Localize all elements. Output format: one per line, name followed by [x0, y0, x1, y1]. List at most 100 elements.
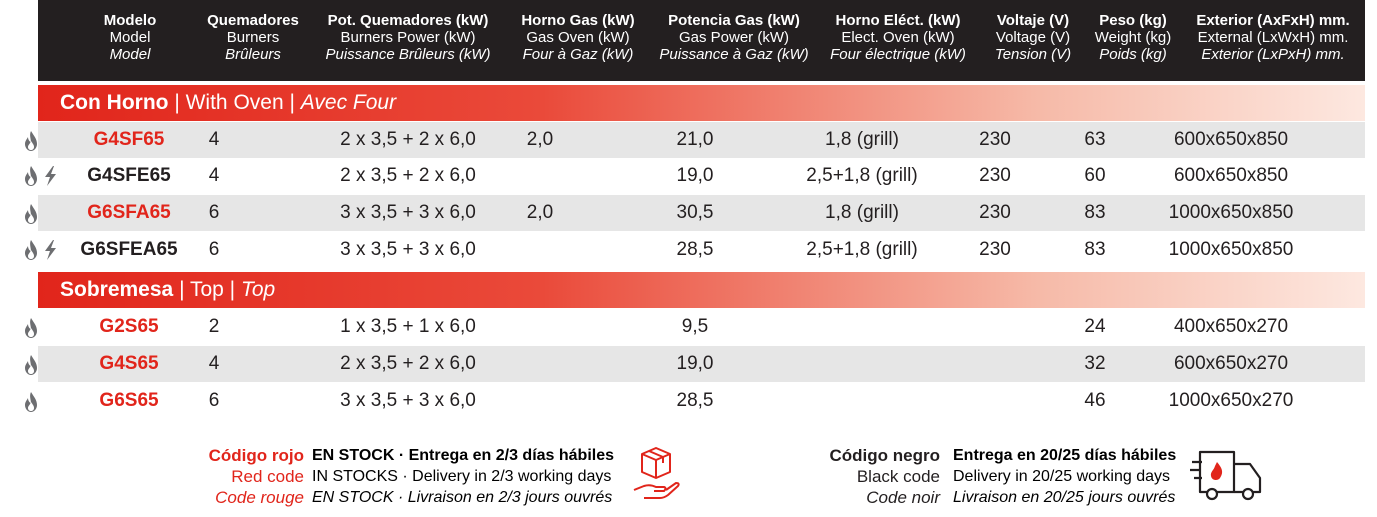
- table-row: G6SFEA65 6 3 x 3,5 + 3 x 6,0 28,5 2,5+1,8 (g…: [25, 232, 1365, 268]
- cell-burners: 6: [208, 390, 220, 411]
- header-exterior: Exterior (AxFxH) mm. External (LxWxH) mm.…: [1196, 12, 1350, 63]
- cell-voltage: 230: [979, 239, 1011, 260]
- cell-gas-power: 19,0: [676, 165, 714, 186]
- flame-icon: [25, 355, 37, 375]
- cell-gas-power: 28,5: [676, 390, 714, 411]
- flame-icon: [20, 129, 42, 151]
- cell-exterior: 600x650x850: [1173, 165, 1289, 186]
- cell-gas-power: 30,5: [676, 202, 714, 223]
- cell-exterior: 1000x650x850: [1168, 239, 1294, 260]
- legend-black-es: Código negro: [829, 446, 940, 465]
- flame-icon: [20, 316, 42, 338]
- legend-red-fr-text: EN STOCK · Livraison en 2/3 jours ouvrés: [312, 489, 613, 506]
- cell-gas-oven: 2,0: [526, 202, 554, 223]
- legend-black-en: Black code: [856, 467, 940, 486]
- cell-voltage: 230: [979, 202, 1011, 223]
- cell-elec-oven: 1,8 (grill): [825, 129, 899, 150]
- legend-black-en-text: Delivery in 20/25 working days: [953, 468, 1170, 485]
- cell-weight: 83: [1084, 202, 1106, 223]
- cell-burner-power: 3 x 3,5 + 3 x 6,0: [340, 239, 476, 260]
- cell-exterior: 600x650x270: [1173, 353, 1289, 374]
- flame-icon: [25, 204, 37, 224]
- cell-burners: 4: [208, 165, 220, 186]
- model-code: G2S65: [99, 316, 159, 337]
- cell-gas-power: 9,5: [681, 316, 709, 337]
- legend-red-es: Código rojo: [208, 446, 304, 465]
- legend-red-en-text: IN STOCKS · Delivery in 2/3 working days: [312, 468, 612, 485]
- cell-burners: 2: [208, 316, 220, 337]
- flame-icon: [25, 131, 37, 151]
- flame-icon: [20, 390, 42, 412]
- cell-gas-power: 21,0: [676, 129, 714, 150]
- cell-burner-power: 3 x 3,5 + 3 x 6,0: [340, 390, 476, 411]
- cell-weight: 63: [1084, 129, 1106, 150]
- cell-burners: 6: [208, 202, 220, 223]
- legend-red-fr: Code rouge: [215, 488, 304, 507]
- header-voltage: Voltaje (V) Voltage (V) Tension (V): [994, 12, 1072, 63]
- header-model: Modelo Model Model: [103, 12, 157, 63]
- flame-icon: [25, 240, 37, 260]
- cell-weight: 32: [1084, 353, 1106, 374]
- flame-icon: [25, 392, 37, 412]
- flame-icon: [25, 166, 37, 186]
- cell-weight: 60: [1084, 165, 1106, 186]
- table-row: G6SFA65 6 3 x 3,5 + 3 x 6,0 2,0 30,5 1,8 (gri…: [25, 195, 1365, 231]
- flame-icon: [20, 202, 42, 224]
- cell-exterior: 1000x650x270: [1168, 390, 1294, 411]
- cell-gas-power: 28,5: [676, 239, 714, 260]
- cell-burner-power: 2 x 3,5 + 2 x 6,0: [340, 353, 476, 374]
- section-top: Sobremesa | Top | Top: [38, 272, 1365, 308]
- flame-bolt-icon: [20, 165, 58, 187]
- cell-weight: 83: [1084, 239, 1106, 260]
- cell-weight: 24: [1084, 316, 1106, 337]
- header-gas-oven: Horno Gas (kW) Gas Oven (kW) Four à Gaz (k…: [521, 12, 635, 63]
- model-code: G6SFA65: [87, 202, 171, 223]
- cell-burners: 4: [208, 353, 220, 374]
- lightning-bolt-icon: [45, 166, 56, 186]
- cell-burner-power: 2 x 3,5 + 2 x 6,0: [340, 129, 476, 150]
- cell-burners: 6: [208, 239, 220, 260]
- section-with-oven: Con Horno | With Oven | Avec Four: [38, 85, 1365, 121]
- box-in-hand-icon: [633, 447, 680, 499]
- cell-exterior: 400x650x270: [1173, 316, 1289, 337]
- header-weight: Peso (kg) Weight (kg) Poids (kg): [1094, 12, 1172, 63]
- table-row: G4SF65 4 2 x 3,5 + 2 x 6,0 2,0 21,0 1,8 (gril…: [25, 122, 1365, 158]
- cell-exterior: 600x650x850: [1173, 129, 1289, 150]
- cell-weight: 46: [1084, 390, 1106, 411]
- model-code: G4SF65: [93, 129, 165, 150]
- legend-red-en: Red code: [231, 467, 304, 486]
- flame-icon: [20, 353, 42, 375]
- table-row: G2S65 2 1 x 3,5 + 1 x 6,0 9,5 24 400x650x270: [25, 309, 1365, 345]
- legend-black-es-text: Entrega en 20/25 días hábiles: [953, 447, 1177, 464]
- cell-voltage: 230: [979, 165, 1011, 186]
- table-row: G6S65 6 3 x 3,5 + 3 x 6,0 28,5 46 1000x650x27…: [25, 383, 1365, 419]
- table-row: G4S65 4 2 x 3,5 + 2 x 6,0 19,0 32 600x650x270: [25, 346, 1365, 382]
- legend-red-code: Código rojo Red code Code rouge EN STOCK…: [0, 446, 700, 508]
- legend-black-fr-text: Livraison en 20/25 jours ouvrés: [953, 489, 1176, 506]
- cell-exterior: 1000x650x850: [1168, 202, 1294, 223]
- table-row: G4SFE65 4 2 x 3,5 + 2 x 6,0 19,0 2,5+1,8 (gr…: [25, 158, 1365, 194]
- legend-red-es-text: EN STOCK · Entrega en 2/3 días hábiles: [312, 447, 615, 464]
- legend-black-code: Código negro Black code Code noir Entreg…: [700, 446, 1377, 508]
- cell-burner-power: 1 x 3,5 + 1 x 6,0: [340, 316, 476, 337]
- cell-elec-oven: 2,5+1,8 (grill): [806, 239, 918, 260]
- cell-burners: 4: [208, 129, 220, 150]
- flame-icon: [25, 318, 37, 338]
- cell-gas-oven: 2,0: [526, 129, 554, 150]
- header-burners: Quemadores Burners Brûleurs: [207, 12, 299, 63]
- flame-bolt-icon: [20, 239, 58, 261]
- cell-elec-oven: 2,5+1,8 (grill): [806, 165, 918, 186]
- cell-elec-oven: 1,8 (grill): [825, 202, 899, 223]
- legend-black-fr: Code noir: [866, 488, 940, 507]
- model-code: G6S65: [99, 390, 159, 411]
- lightning-bolt-icon: [45, 240, 56, 260]
- delivery-truck-icon: [1190, 450, 1262, 501]
- model-code: G6SFEA65: [80, 239, 178, 260]
- cell-burner-power: 3 x 3,5 + 3 x 6,0: [340, 202, 476, 223]
- table-header: Modelo Model Model Quemadores Burners Brûleu…: [38, 0, 1365, 81]
- header-burner-power: Pot. Quemadores (kW) Burners Power (kW) Pu…: [325, 12, 491, 63]
- cell-voltage: 230: [979, 129, 1011, 150]
- model-code: G4SFE65: [87, 165, 171, 186]
- cell-gas-power: 19,0: [676, 353, 714, 374]
- header-elec-oven: Horno Eléct. (kW) Elect. Oven (kW) Four él…: [830, 12, 966, 63]
